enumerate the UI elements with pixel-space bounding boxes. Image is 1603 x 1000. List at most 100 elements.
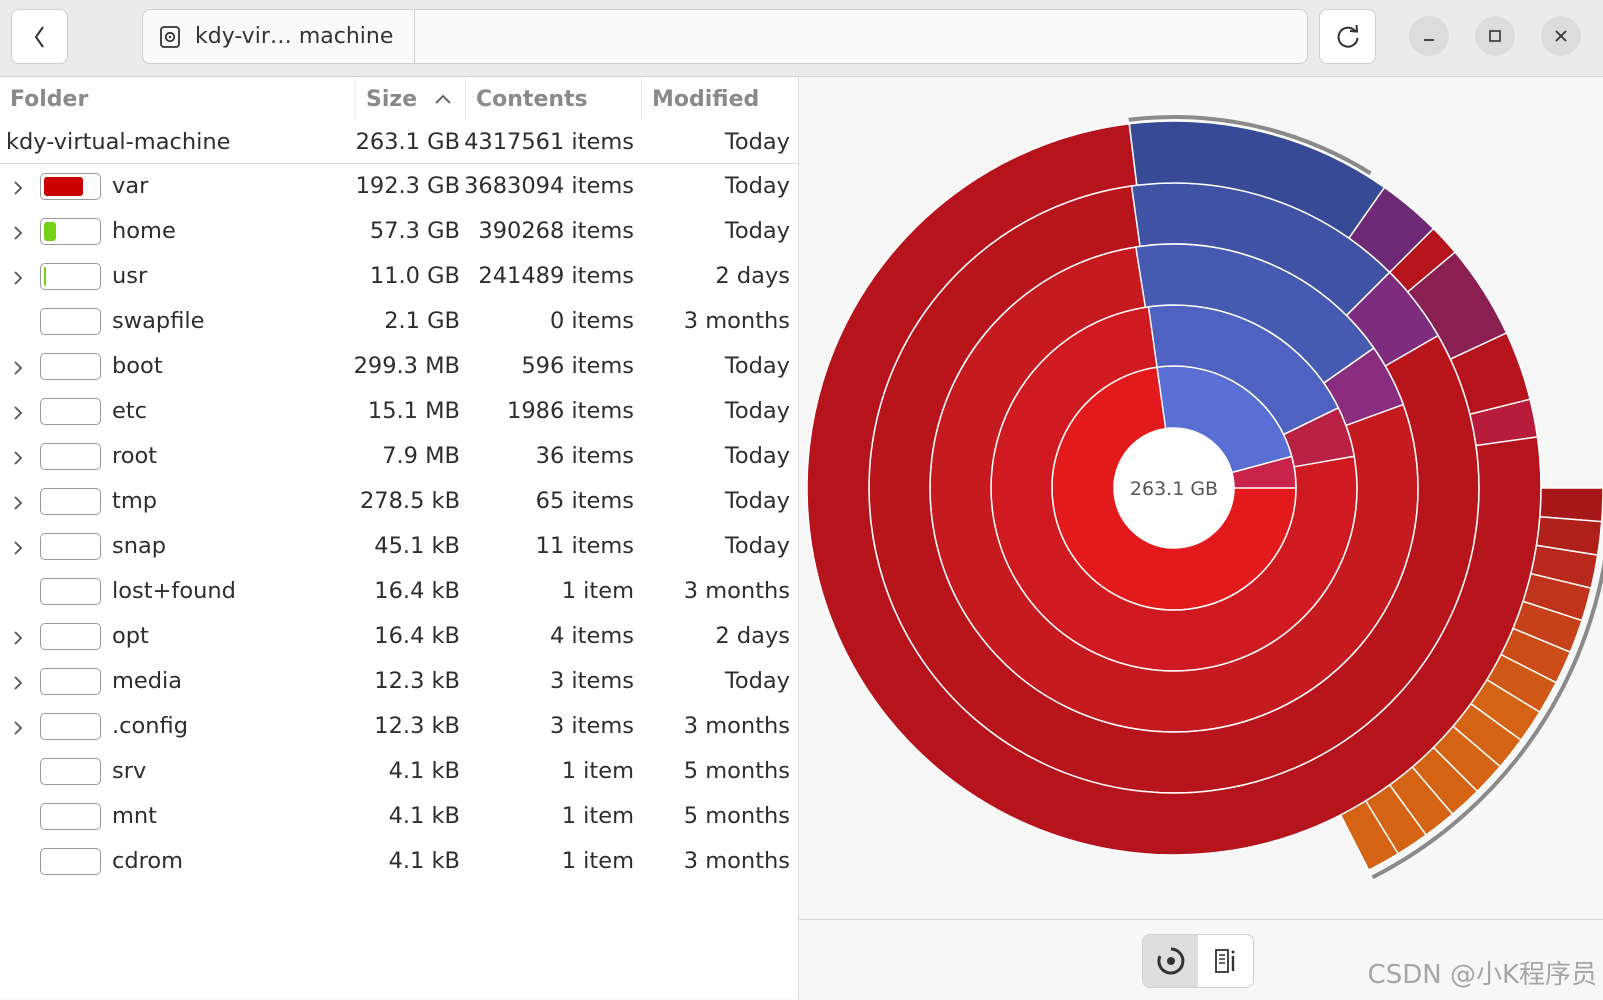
reload-button[interactable] — [1319, 9, 1376, 64]
table-row[interactable]: etc 15.1 MB 1986 items Today — [0, 389, 798, 434]
table-row[interactable]: var 192.3 GB 3683094 items Today — [0, 164, 798, 209]
var-sub-ring[interactable] — [1388, 766, 1454, 837]
maximize-button[interactable] — [1475, 16, 1515, 56]
root-modified: Today — [724, 129, 790, 155]
table-row[interactable]: mnt 4.1 kB 1 item 5 months — [0, 794, 798, 839]
table-row[interactable]: opt 16.4 kB 4 items 2 days — [0, 614, 798, 659]
table-row[interactable]: srv 4.1 kB 1 item 5 months — [0, 749, 798, 794]
expander-icon[interactable] — [8, 704, 28, 749]
var-sub-ring[interactable] — [1499, 627, 1572, 684]
ring-view-button[interactable] — [1143, 935, 1198, 987]
folder-name: cdrom — [112, 848, 184, 874]
folder-size: 192.3 GB — [355, 173, 460, 199]
var-sub-ring[interactable] — [1364, 783, 1428, 855]
table-row[interactable]: home 57.3 GB 390268 items Today — [0, 209, 798, 254]
expander-icon[interactable] — [8, 614, 28, 659]
expander-icon[interactable] — [8, 164, 28, 209]
table-row[interactable]: cdrom 4.1 kB 1 item 3 months — [0, 839, 798, 884]
folder-size: 2.1 GB — [384, 308, 460, 334]
folder-contents: 11 items — [535, 533, 634, 559]
expander-icon[interactable] — [8, 389, 28, 434]
path-segment[interactable]: kdy-vir… machine — [143, 10, 415, 63]
home-ring-5[interactable] — [1128, 120, 1386, 240]
table-row[interactable]: .config 12.3 kB 3 items 3 months — [0, 704, 798, 749]
folder-modified: 3 months — [683, 848, 790, 874]
usage-bar-fill — [44, 267, 47, 286]
usage-bar-fill — [44, 177, 83, 196]
back-button[interactable] — [11, 9, 68, 64]
var-sub-ring[interactable] — [1339, 799, 1400, 872]
var-sub-ring[interactable] — [1469, 678, 1541, 742]
folder-modified: Today — [724, 488, 790, 514]
folder-size: 4.1 kB — [388, 758, 460, 784]
folder-contents: 65 items — [535, 488, 634, 514]
treemap-icon — [1214, 949, 1234, 973]
table-row[interactable]: usr 11.0 GB 241489 items 2 days — [0, 254, 798, 299]
folder-modified: Today — [724, 173, 790, 199]
usage-bar — [40, 263, 101, 290]
folder-size: 11.0 GB — [369, 263, 460, 289]
table-row[interactable]: tmp 278.5 kB 65 items Today — [0, 479, 798, 524]
var-sub-ring[interactable] — [1411, 746, 1479, 816]
table-row[interactable]: lost+found 16.4 kB 1 item 3 months — [0, 569, 798, 614]
expander-icon[interactable] — [8, 659, 28, 704]
minimize-button[interactable] — [1409, 16, 1449, 56]
table-row[interactable]: boot 299.3 MB 596 items Today — [0, 344, 798, 389]
folder-modified: Today — [724, 353, 790, 379]
usage-bar — [40, 218, 101, 245]
root-size: 263.1 GB — [355, 129, 460, 155]
usr-ring-1[interactable] — [1231, 455, 1297, 489]
folder-modified: 2 days — [715, 263, 790, 289]
var-sub-ring[interactable] — [1512, 600, 1583, 654]
table-row[interactable]: media 12.3 kB 3 items Today — [0, 659, 798, 704]
folder-size: 16.4 kB — [374, 578, 460, 604]
root-row[interactable]: kdy-virtual-machine 263.1 GB 4317561 ite… — [0, 121, 798, 164]
usr-ring-7[interactable] — [1469, 398, 1539, 447]
ring-center[interactable] — [1115, 429, 1233, 547]
table-row[interactable]: swapfile 2.1 GB 0 items 3 months — [0, 299, 798, 344]
usr-ring-3[interactable] — [1322, 347, 1405, 427]
expander-icon[interactable] — [8, 479, 28, 524]
folder-size: 7.9 MB — [382, 443, 460, 469]
expander-icon[interactable] — [8, 524, 28, 569]
folder-contents: 36 items — [535, 443, 634, 469]
column-header-contents-label: Contents — [476, 86, 588, 112]
folder-modified: 3 months — [683, 308, 790, 334]
root-contents: 4317561 items — [464, 129, 634, 155]
close-icon — [1555, 30, 1567, 42]
table-row[interactable]: snap 45.1 kB 11 items Today — [0, 524, 798, 569]
column-header-folder[interactable]: Folder — [0, 77, 356, 121]
folder-size: 12.3 kB — [374, 713, 460, 739]
expander-icon[interactable] — [8, 344, 28, 389]
folder-size: 45.1 kB — [374, 533, 460, 559]
treemap-view-button[interactable] — [1199, 935, 1253, 987]
column-header-contents[interactable]: Contents — [466, 77, 642, 121]
usr-ring-2[interactable] — [1282, 406, 1356, 468]
folder-size: 15.1 MB — [367, 398, 460, 424]
column-header-modified[interactable]: Modified — [642, 77, 798, 121]
expander-icon[interactable] — [8, 209, 28, 254]
usr-ring-5[interactable] — [1347, 186, 1435, 274]
usr-ring-6[interactable] — [1406, 251, 1508, 361]
location-bar[interactable]: kdy-vir… machine — [142, 9, 1308, 64]
folder-name: tmp — [112, 488, 158, 514]
overflow-arc — [1371, 559, 1603, 880]
var-sub-ring[interactable] — [1522, 572, 1593, 622]
folder-contents: 4 items — [549, 623, 634, 649]
var-sub-ring[interactable] — [1539, 487, 1603, 523]
var-sub-ring[interactable] — [1452, 702, 1523, 768]
folder-table: Folder Size Contents Modified kdy-virtua… — [0, 77, 799, 999]
var-sub-ring[interactable] — [1432, 725, 1502, 793]
var-sub-ring[interactable] — [1485, 653, 1558, 714]
column-header-size[interactable]: Size — [356, 77, 466, 121]
close-button[interactable] — [1541, 16, 1581, 56]
var-sub-ring[interactable] — [1535, 515, 1603, 556]
expander-icon[interactable] — [8, 434, 28, 479]
expander-icon[interactable] — [8, 254, 28, 299]
usage-bar — [40, 668, 101, 695]
usage-bar-fill — [44, 222, 56, 241]
table-row[interactable]: root 7.9 MB 36 items Today — [0, 434, 798, 479]
folder-size: 4.1 kB — [388, 848, 460, 874]
folder-contents: 0 items — [549, 308, 634, 334]
ring-chart[interactable]: 263.1 GB — [799, 77, 1603, 919]
